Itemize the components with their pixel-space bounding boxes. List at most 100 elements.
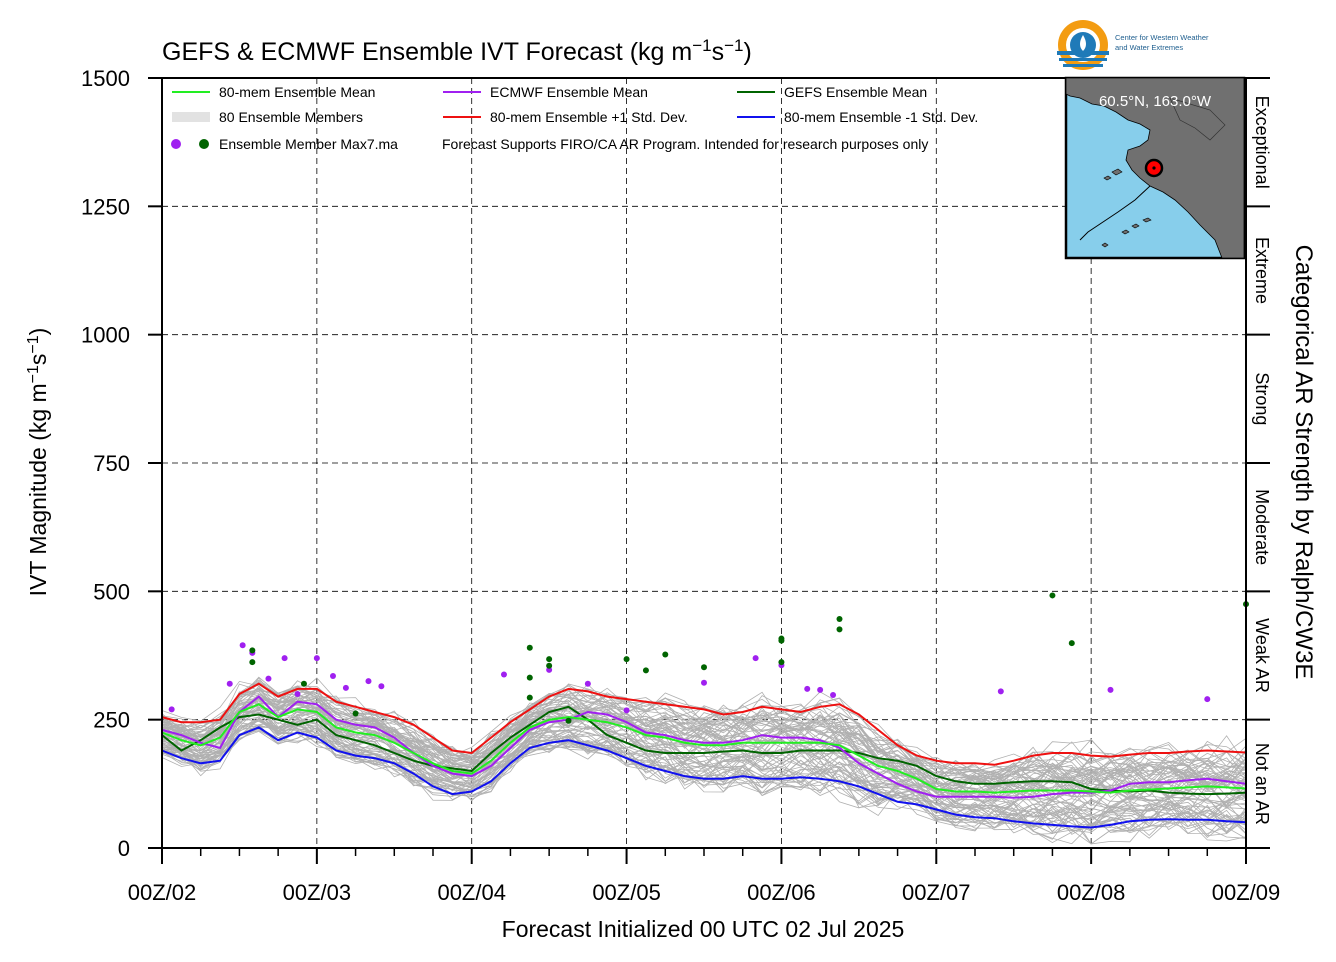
series-line-gefs-ensemble-mean xyxy=(161,705,1247,796)
member-line xyxy=(161,695,1247,806)
member-max-point-gefs xyxy=(526,674,533,681)
member-max-point-ecmwf xyxy=(313,655,320,662)
legend-label: ECMWF Ensemble Mean xyxy=(490,84,648,100)
member-line xyxy=(161,679,1247,781)
member-line xyxy=(161,699,1247,809)
x-tick-label: 00Z/04 xyxy=(437,880,506,905)
member-max-point-gefs xyxy=(249,659,256,666)
y-axis-label: IVT Magnitude (kg m−1s−1) xyxy=(25,328,52,597)
member-max-point-ecmwf xyxy=(329,673,336,680)
category-label: Strong xyxy=(1252,372,1272,425)
member-line xyxy=(161,688,1247,783)
member-max-point-gefs xyxy=(836,626,843,633)
y-tick-label: 500 xyxy=(93,579,130,604)
inset-map: 60.5°N, 163.0°W xyxy=(1064,76,1246,260)
member-line xyxy=(161,727,1247,838)
member-line xyxy=(161,722,1247,823)
legend-label: GEFS Ensemble Mean xyxy=(784,84,927,100)
series-lines xyxy=(161,682,1247,829)
legend: 80-mem Ensemble Mean ECMWF Ensemble Mean G… xyxy=(171,84,978,152)
member-max-point-ecmwf xyxy=(265,675,272,682)
member-max-point-gefs xyxy=(1049,592,1056,599)
member-max-point-ecmwf xyxy=(804,685,811,692)
member-max-point-ecmwf xyxy=(752,655,759,662)
y-tick-label: 0 xyxy=(118,836,130,861)
member-line xyxy=(161,718,1247,828)
legend-swatch-gefs-point xyxy=(199,139,209,149)
legend-label: 80-mem Ensemble Mean xyxy=(219,84,375,100)
y-tick-label: 250 xyxy=(93,708,130,733)
member-max-point-gefs xyxy=(836,616,843,623)
legend-label: 80-mem Ensemble -1 Std. Dev. xyxy=(784,109,978,125)
member-max-point-gefs xyxy=(778,637,785,644)
right-axis-label: Categorical AR Strength by Ralph/CW3E xyxy=(1290,245,1317,680)
member-max-point-ecmwf xyxy=(584,680,591,687)
member-line xyxy=(161,687,1247,788)
x-tick-label: 00Z/02 xyxy=(128,880,197,905)
legend-label: Ensemble Member Max7.ma xyxy=(219,136,398,152)
member-max-point-gefs xyxy=(778,659,785,666)
member-line xyxy=(161,714,1247,827)
x-tick-label: 00Z/03 xyxy=(283,880,352,905)
member-max-point-gefs xyxy=(662,651,669,658)
member-max-point-gefs xyxy=(642,667,649,674)
member-line xyxy=(161,719,1247,844)
member-max-point-ecmwf xyxy=(239,642,246,649)
series-line-80-mem-ensemble-1-std-dev- xyxy=(161,682,1247,766)
member-max-point-ecmwf xyxy=(1204,696,1211,703)
category-label: Moderate xyxy=(1252,489,1272,565)
member-max-point-ecmwf xyxy=(281,655,288,662)
x-tick-label: 00Z/09 xyxy=(1212,880,1281,905)
member-max-point-gefs xyxy=(623,656,630,663)
member-line xyxy=(161,707,1247,810)
y-tick-label: 1500 xyxy=(81,66,130,91)
member-line xyxy=(161,711,1247,823)
member-max-point-ecmwf xyxy=(365,678,372,685)
member-max-point-gefs xyxy=(300,680,307,687)
member-max-point-gefs xyxy=(701,664,707,671)
x-axis-label: Forecast Initialized 00 UTC 02 Jul 2025 xyxy=(502,916,905,942)
category-label: Weak AR xyxy=(1252,618,1272,693)
cw3e-logo: Center for Western Weather and Water Ext… xyxy=(1057,20,1209,70)
series-line-ecmwf-ensemble-mean xyxy=(161,695,1247,799)
inset-map-label: 60.5°N, 163.0°W xyxy=(1099,93,1212,110)
member-max-point-gefs xyxy=(546,656,553,663)
member-line xyxy=(161,695,1247,798)
member-max-point-ecmwf xyxy=(817,686,824,693)
member-max-point-ecmwf xyxy=(701,679,707,686)
category-label: Extreme xyxy=(1252,237,1272,304)
member-max-point-ecmwf xyxy=(168,706,175,713)
member-line xyxy=(161,722,1247,833)
member-max-point-ecmwf xyxy=(226,680,233,687)
member-max-point-gefs xyxy=(1068,640,1075,647)
logo-text-line-1: Center for Western Weather xyxy=(1115,33,1209,42)
axes: 0 250 500 750 1000 1250 1500 00Z/02 00Z/03 00Z/04… xyxy=(81,66,1280,905)
series-line-80-mem-ensemble-mean xyxy=(161,703,1247,794)
member-max-point-ecmwf xyxy=(378,683,385,690)
member-max-points xyxy=(168,592,1249,724)
member-max-point-ecmwf xyxy=(997,688,1004,695)
series-line-80-mem-ensemble-1-std-dev- xyxy=(161,726,1247,829)
legend-note: Forecast Supports FIRO/CA AR Program. In… xyxy=(442,136,928,152)
member-line xyxy=(161,693,1247,798)
legend-label: 80 Ensemble Members xyxy=(219,109,363,125)
member-max-point-gefs xyxy=(526,694,533,701)
y-tick-label: 1000 xyxy=(81,323,130,348)
member-max-point-ecmwf xyxy=(546,666,553,673)
member-max-point-ecmwf xyxy=(500,671,507,678)
member-max-point-gefs xyxy=(352,710,359,717)
member-line xyxy=(161,685,1247,788)
y-tick-label: 750 xyxy=(93,451,130,476)
member-line xyxy=(161,701,1247,790)
category-label: Not an AR xyxy=(1252,743,1272,825)
x-tick-label: 00Z/05 xyxy=(592,880,661,905)
x-tick-label: 00Z/07 xyxy=(902,880,971,905)
member-max-point-ecmwf xyxy=(294,691,301,697)
member-max-point-gefs xyxy=(565,717,572,724)
member-line xyxy=(161,707,1247,803)
member-line xyxy=(161,683,1247,774)
x-tick-label: 00Z/08 xyxy=(1057,880,1126,905)
x-tick-label: 00Z/06 xyxy=(747,880,816,905)
chart-title: GEFS & ECMWF Ensemble IVT Forecast (kg m… xyxy=(162,36,752,67)
legend-label: 80-mem Ensemble +1 Std. Dev. xyxy=(490,109,688,125)
